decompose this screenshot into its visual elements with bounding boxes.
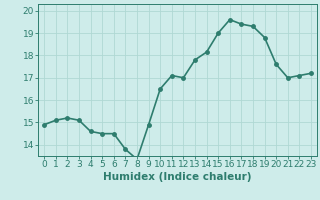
X-axis label: Humidex (Indice chaleur): Humidex (Indice chaleur) [103, 172, 252, 182]
